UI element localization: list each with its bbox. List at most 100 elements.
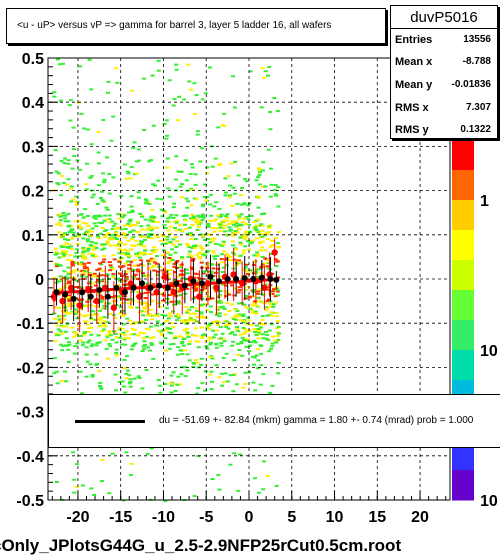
density-cell bbox=[164, 268, 169, 271]
density-cell bbox=[183, 228, 188, 230]
density-cell bbox=[180, 183, 184, 186]
density-cell bbox=[257, 168, 262, 171]
density-cell bbox=[135, 306, 140, 309]
density-cell bbox=[140, 215, 145, 218]
density-cell bbox=[159, 334, 164, 337]
density-cell bbox=[192, 495, 197, 497]
density-cell bbox=[98, 232, 103, 235]
density-cell bbox=[76, 233, 81, 236]
density-cell bbox=[147, 291, 152, 294]
density-cell bbox=[210, 297, 215, 300]
density-cell bbox=[71, 451, 76, 454]
density-cell bbox=[179, 269, 184, 272]
density-cell bbox=[176, 302, 181, 305]
black-profile-point bbox=[121, 289, 128, 296]
density-cell bbox=[129, 223, 134, 226]
density-cell bbox=[219, 258, 224, 261]
density-cell bbox=[213, 157, 218, 160]
density-cell bbox=[172, 202, 176, 205]
density-cell bbox=[269, 323, 274, 326]
density-cell bbox=[122, 338, 127, 341]
density-cell bbox=[258, 293, 263, 296]
density-cell bbox=[66, 271, 71, 274]
stat-value: 13556 bbox=[463, 34, 491, 45]
density-cell bbox=[178, 349, 183, 352]
density-cell bbox=[169, 322, 174, 325]
density-cell bbox=[57, 306, 62, 309]
density-cell bbox=[58, 278, 63, 281]
density-cell bbox=[201, 205, 206, 208]
density-cell bbox=[146, 237, 151, 240]
density-cell bbox=[269, 167, 273, 170]
density-cell bbox=[208, 356, 213, 359]
density-cell bbox=[75, 317, 80, 320]
density-cell bbox=[223, 324, 228, 327]
density-cell bbox=[69, 259, 74, 262]
density-cell bbox=[75, 342, 80, 345]
density-cell bbox=[231, 75, 235, 78]
density-cell bbox=[113, 317, 118, 319]
density-cell bbox=[254, 229, 259, 231]
black-profile-point bbox=[104, 293, 111, 300]
density-cell bbox=[92, 274, 97, 277]
density-cell bbox=[276, 205, 281, 208]
density-cell bbox=[266, 74, 270, 77]
density-cell bbox=[116, 226, 120, 229]
density-cell bbox=[65, 322, 70, 325]
density-cell bbox=[107, 173, 112, 176]
density-cell bbox=[171, 326, 176, 328]
density-cell bbox=[211, 267, 216, 270]
density-cell bbox=[227, 310, 232, 312]
density-cell bbox=[63, 344, 68, 347]
density-cell bbox=[60, 349, 65, 352]
density-cell bbox=[79, 112, 84, 115]
density-cell bbox=[185, 287, 190, 290]
density-cell bbox=[209, 341, 213, 344]
density-cell bbox=[187, 246, 192, 248]
density-cell bbox=[147, 263, 152, 265]
density-cell bbox=[141, 264, 146, 267]
density-cell bbox=[67, 300, 72, 302]
density-cell bbox=[258, 266, 263, 269]
density-cell bbox=[171, 206, 176, 209]
density-cell bbox=[214, 364, 219, 367]
density-cell bbox=[250, 309, 255, 312]
density-cell bbox=[71, 270, 75, 272]
density-cell bbox=[134, 230, 139, 233]
density-cell bbox=[100, 199, 105, 202]
density-cell bbox=[140, 387, 145, 390]
density-cell bbox=[225, 219, 230, 222]
density-cell bbox=[274, 315, 279, 318]
density-cell bbox=[218, 275, 223, 278]
density-cell bbox=[167, 273, 172, 275]
density-cell bbox=[129, 333, 134, 336]
title-box: <u - uP> versus vP => gamma for barrel 3… bbox=[6, 8, 386, 44]
density-cell bbox=[174, 155, 179, 158]
density-cell bbox=[87, 58, 92, 61]
density-cell bbox=[58, 275, 63, 278]
density-cell bbox=[228, 196, 232, 199]
density-cell bbox=[236, 315, 241, 317]
density-cell bbox=[90, 252, 95, 255]
density-cell bbox=[143, 310, 148, 313]
density-cell bbox=[223, 191, 228, 194]
density-cell bbox=[108, 244, 113, 247]
density-cell bbox=[144, 199, 149, 202]
density-cell bbox=[124, 330, 129, 333]
density-cell bbox=[76, 224, 81, 227]
density-cell bbox=[77, 324, 81, 327]
density-cell bbox=[129, 322, 134, 325]
density-cell bbox=[178, 335, 182, 338]
density-cell bbox=[67, 296, 72, 298]
density-cell bbox=[231, 316, 236, 319]
black-profile-point bbox=[62, 291, 69, 298]
density-cell bbox=[140, 320, 145, 323]
density-cell bbox=[171, 371, 176, 374]
density-cell bbox=[231, 234, 236, 237]
density-cell bbox=[168, 294, 172, 296]
density-cell bbox=[212, 219, 217, 222]
density-cell bbox=[256, 218, 261, 221]
density-cell bbox=[175, 219, 180, 222]
density-cell bbox=[217, 243, 222, 246]
density-cell bbox=[179, 170, 184, 173]
